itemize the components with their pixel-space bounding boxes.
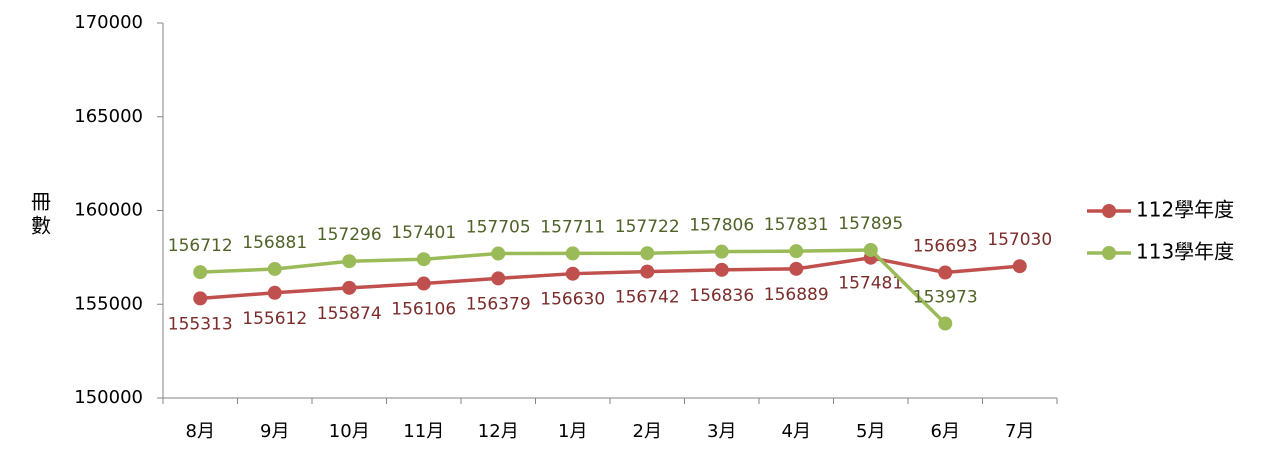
y-tick-label: 150000 — [74, 387, 143, 408]
y-tick-label: 160000 — [74, 200, 143, 221]
y-tick-label: 170000 — [74, 12, 143, 33]
point — [863, 242, 878, 257]
point — [193, 265, 208, 280]
point — [565, 246, 580, 261]
point — [640, 264, 655, 279]
data-label: 156379 — [466, 294, 531, 314]
point — [1012, 259, 1027, 274]
x-tick-label: 10月 — [329, 421, 370, 442]
legend-marker — [1102, 246, 1116, 260]
point — [789, 244, 804, 259]
legend-label: 113學年度 — [1136, 240, 1234, 264]
y-tick-label: 165000 — [74, 106, 143, 127]
data-label: 157296 — [317, 225, 382, 245]
point — [714, 262, 729, 277]
x-tick-label: 9月 — [260, 421, 289, 442]
data-label: 156630 — [540, 290, 605, 310]
data-label: 157030 — [987, 230, 1052, 250]
data-label: 157895 — [838, 214, 903, 234]
data-label: 156836 — [689, 286, 754, 306]
data-label: 157481 — [838, 274, 903, 294]
x-tick-label: 5月 — [856, 421, 885, 442]
data-label: 157711 — [540, 217, 605, 237]
data-label: 157806 — [689, 216, 754, 236]
point — [267, 261, 282, 276]
x-tick-label: 1月 — [558, 421, 587, 442]
x-tick-label: 12月 — [478, 421, 519, 442]
data-label: 156742 — [615, 288, 680, 308]
data-label: 156106 — [391, 300, 456, 320]
point — [491, 271, 506, 286]
point — [416, 276, 431, 291]
point — [491, 246, 506, 261]
data-label: 153973 — [913, 288, 978, 308]
y-tick-label: 155000 — [74, 293, 143, 314]
point — [938, 265, 953, 280]
data-label: 155313 — [168, 314, 233, 334]
x-tick-label: 11月 — [403, 421, 444, 442]
data-label: 155612 — [242, 309, 307, 329]
x-tick-label: 2月 — [633, 421, 662, 442]
data-label: 156712 — [168, 236, 233, 256]
series-line — [200, 248, 947, 325]
data-label: 156693 — [913, 237, 978, 257]
data-label: 155874 — [317, 304, 382, 324]
x-tick-label: 3月 — [707, 421, 736, 442]
point — [938, 316, 953, 331]
point — [342, 254, 357, 269]
point — [267, 285, 282, 300]
point — [565, 266, 580, 281]
x-tick-label: 7月 — [1005, 421, 1034, 442]
point — [789, 261, 804, 276]
data-label: 156881 — [242, 233, 307, 253]
legend-marker — [1102, 204, 1116, 218]
data-label: 157831 — [764, 215, 829, 235]
x-tick-label: 8月 — [186, 421, 215, 442]
y-axis-label: 冊數 — [28, 191, 52, 239]
data-label: 157401 — [391, 223, 456, 243]
data-label: 157722 — [615, 217, 680, 237]
x-tick-label: 4月 — [782, 421, 811, 442]
x-tick-label: 6月 — [931, 421, 960, 442]
legend-label: 112學年度 — [1136, 198, 1234, 222]
point — [193, 291, 208, 306]
point — [342, 280, 357, 295]
data-label: 157705 — [466, 218, 531, 238]
point — [640, 246, 655, 261]
point — [416, 252, 431, 267]
point — [714, 244, 729, 259]
data-label: 156889 — [764, 285, 829, 305]
